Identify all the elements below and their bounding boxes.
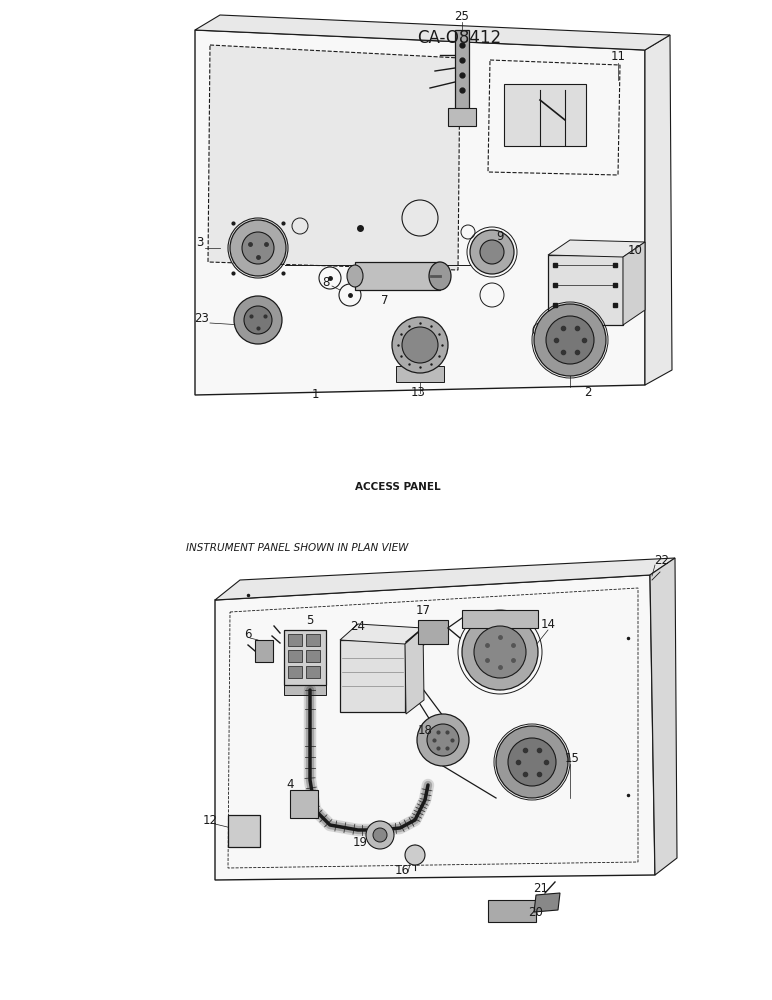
Circle shape <box>546 316 594 364</box>
Bar <box>548 255 623 325</box>
Polygon shape <box>534 893 560 912</box>
Circle shape <box>417 714 469 766</box>
Text: 20: 20 <box>529 906 543 918</box>
Text: 6: 6 <box>244 629 252 642</box>
Text: 2: 2 <box>584 386 592 399</box>
Circle shape <box>392 317 448 373</box>
Text: 23: 23 <box>195 312 209 324</box>
Circle shape <box>244 306 272 334</box>
Bar <box>284 685 326 695</box>
Text: 11: 11 <box>611 50 625 64</box>
Circle shape <box>405 845 425 865</box>
Circle shape <box>470 230 514 274</box>
Circle shape <box>427 724 459 756</box>
Text: 19: 19 <box>353 836 367 848</box>
Bar <box>448 108 476 126</box>
Bar <box>396 366 444 382</box>
Polygon shape <box>215 558 675 600</box>
Circle shape <box>474 626 526 678</box>
Text: 4: 4 <box>286 778 294 792</box>
Text: 12: 12 <box>202 814 218 826</box>
Polygon shape <box>623 242 645 325</box>
Ellipse shape <box>429 262 451 290</box>
Text: 1: 1 <box>311 388 319 401</box>
Ellipse shape <box>347 265 363 287</box>
Bar <box>228 815 260 847</box>
FancyBboxPatch shape <box>504 84 586 146</box>
Circle shape <box>534 304 606 376</box>
Polygon shape <box>208 45 460 270</box>
Circle shape <box>402 200 438 236</box>
Circle shape <box>234 296 282 344</box>
Text: 24: 24 <box>350 620 365 634</box>
Bar <box>288 634 302 646</box>
Polygon shape <box>195 30 645 395</box>
Bar <box>462 610 538 628</box>
Text: 21: 21 <box>533 882 548 894</box>
Bar <box>418 620 448 644</box>
Text: 9: 9 <box>496 231 504 243</box>
Text: 3: 3 <box>196 236 204 249</box>
Text: 18: 18 <box>418 724 432 736</box>
Circle shape <box>366 821 394 849</box>
Polygon shape <box>405 628 424 714</box>
Polygon shape <box>215 575 655 880</box>
Text: CA-O8412: CA-O8412 <box>418 29 501 47</box>
Bar <box>288 650 302 662</box>
Bar <box>288 666 302 678</box>
Bar <box>306 634 320 646</box>
Circle shape <box>402 327 438 363</box>
Polygon shape <box>548 240 645 257</box>
Circle shape <box>462 614 538 690</box>
Text: 22: 22 <box>655 554 669 566</box>
Text: 14: 14 <box>540 617 556 631</box>
Text: 25: 25 <box>455 9 469 22</box>
Circle shape <box>230 220 286 276</box>
Circle shape <box>480 240 504 264</box>
Bar <box>340 640 405 712</box>
Polygon shape <box>488 60 620 175</box>
Circle shape <box>508 738 556 786</box>
Polygon shape <box>195 15 670 50</box>
Circle shape <box>496 726 568 798</box>
Bar <box>306 666 320 678</box>
Bar <box>284 630 326 685</box>
Circle shape <box>373 828 387 842</box>
Text: 5: 5 <box>306 613 313 626</box>
Text: ACCESS PANEL: ACCESS PANEL <box>355 482 440 492</box>
Bar <box>455 30 469 110</box>
Polygon shape <box>645 35 672 385</box>
Circle shape <box>242 232 274 264</box>
Text: 15: 15 <box>564 752 580 764</box>
Text: 8: 8 <box>323 276 330 290</box>
Text: 17: 17 <box>415 603 431 616</box>
Bar <box>306 650 320 662</box>
Bar <box>290 790 318 818</box>
Text: 16: 16 <box>394 863 409 876</box>
Text: INSTRUMENT PANEL SHOWN IN PLAN VIEW: INSTRUMENT PANEL SHOWN IN PLAN VIEW <box>186 543 408 553</box>
Polygon shape <box>340 624 423 644</box>
Text: 10: 10 <box>628 243 642 256</box>
Bar <box>488 900 536 922</box>
Polygon shape <box>650 558 677 875</box>
Text: 13: 13 <box>411 386 425 399</box>
Bar <box>255 640 273 662</box>
Text: 7: 7 <box>381 294 389 306</box>
Bar <box>355 262 440 290</box>
